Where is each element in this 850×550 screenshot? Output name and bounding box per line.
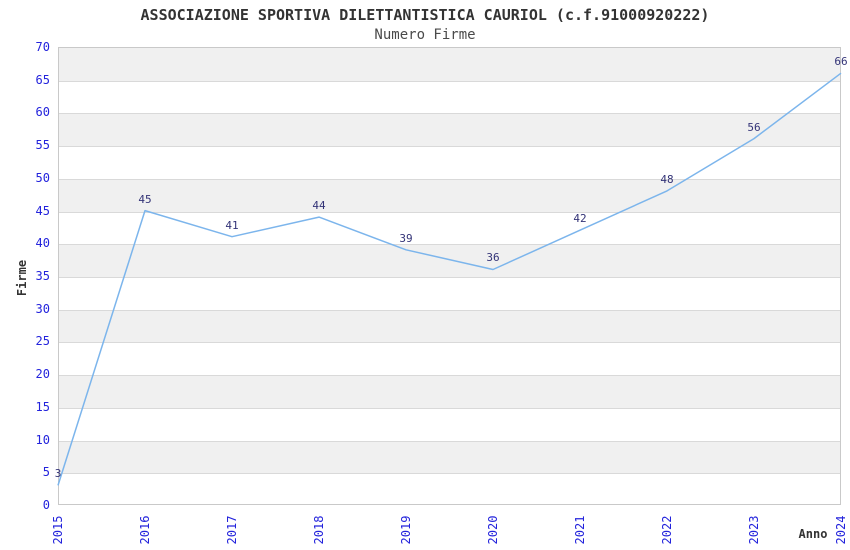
- gridline: [59, 310, 840, 311]
- y-tick-label: 25: [35, 334, 50, 349]
- plot-band: [59, 178, 840, 212]
- y-tick-label: 20: [35, 367, 50, 382]
- gridline: [59, 81, 840, 82]
- data-label: 48: [660, 172, 674, 186]
- y-tick-label: 35: [35, 269, 50, 283]
- y-tick-label: 70: [35, 40, 50, 54]
- chart-subtitle: Numero Firme: [374, 27, 476, 43]
- plot-band: [59, 48, 840, 81]
- gridline: [59, 113, 840, 114]
- data-label: 41: [225, 218, 239, 232]
- data-label: 56: [747, 120, 761, 134]
- y-tick-label: 15: [35, 399, 50, 414]
- data-label: 39: [399, 231, 413, 245]
- data-label: 3: [54, 467, 62, 481]
- gridline: [59, 212, 840, 213]
- y-tick-label: 10: [35, 432, 50, 447]
- x-tick-label: 2020: [486, 515, 500, 545]
- plot-band: [59, 375, 840, 408]
- y-tick-label: 65: [35, 72, 50, 87]
- plot-band: [59, 309, 840, 343]
- y-tick-label: 5: [42, 465, 50, 480]
- plot-area: [58, 47, 841, 505]
- chart-title: ASSOCIAZIONE SPORTIVA DILETTANTISTICA CA…: [140, 6, 710, 24]
- x-tick-label: 2022: [660, 515, 674, 545]
- x-tick-label: 2021: [573, 515, 587, 545]
- y-tick-label: 50: [35, 170, 50, 185]
- x-tick-label: 2019: [399, 515, 413, 545]
- y-tick-label: 55: [35, 138, 50, 153]
- x-tick-label: 2023: [747, 515, 761, 545]
- gridline: [59, 441, 840, 442]
- x-tick-label: 2024: [834, 515, 848, 545]
- y-tick-label: 30: [35, 301, 50, 316]
- y-tick-label: 0: [42, 498, 50, 512]
- x-tick-label: 2016: [138, 515, 152, 545]
- plot-band: [59, 244, 840, 277]
- x-tick-label: 2017: [225, 515, 239, 545]
- gridline: [59, 146, 840, 147]
- y-tick-label: 60: [35, 105, 50, 120]
- y-tick-label: 45: [35, 203, 50, 218]
- gridline: [59, 277, 840, 278]
- data-label: 66: [834, 55, 848, 69]
- data-label: 45: [138, 192, 152, 206]
- gridline: [59, 408, 840, 409]
- data-label: 36: [486, 251, 500, 265]
- y-tick-label: 40: [35, 236, 50, 251]
- x-tick-label: 2018: [312, 515, 326, 545]
- x-tick-label: 2015: [51, 515, 65, 545]
- gridline: [59, 342, 840, 343]
- data-label: 42: [573, 212, 587, 226]
- gridline: [59, 375, 840, 376]
- gridline: [59, 473, 840, 474]
- x-axis-title: Anno: [798, 527, 828, 541]
- data-label: 44: [312, 199, 326, 213]
- gridline: [59, 244, 840, 245]
- gridline: [59, 179, 840, 180]
- plot-band: [59, 440, 840, 474]
- plot-band: [59, 113, 840, 147]
